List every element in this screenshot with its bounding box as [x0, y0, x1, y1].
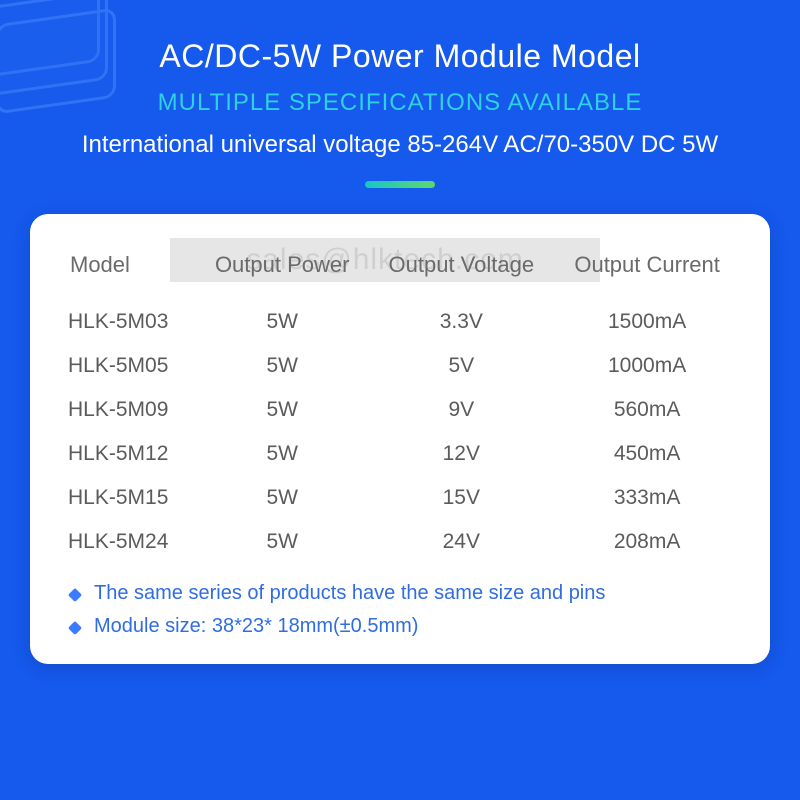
corner-decoration — [0, 0, 120, 120]
notes: The same series of products have the sam… — [60, 582, 740, 638]
cell: 15V — [368, 476, 554, 520]
cell: HLK-5M09 — [60, 388, 196, 432]
cell: 12V — [368, 432, 554, 476]
cell: 1500mA — [554, 300, 740, 344]
note-item: The same series of products have the sam… — [66, 582, 740, 605]
table-row: HLK-5M055W5V1000mA — [60, 344, 740, 388]
divider-accent — [365, 181, 435, 188]
header: AC/DC-5W Power Module Model MULTIPLE SPE… — [0, 0, 800, 188]
cell: 333mA — [554, 476, 740, 520]
cell: 24V — [368, 520, 554, 564]
cell: 3.3V — [368, 300, 554, 344]
cell: 5W — [196, 388, 368, 432]
table-row: HLK-5M035W3.3V1500mA — [60, 300, 740, 344]
page-description: International universal voltage 85-264V … — [0, 131, 800, 159]
bullet-icon — [68, 621, 82, 635]
note-text: The same series of products have the sam… — [94, 582, 605, 605]
cell: 5W — [196, 476, 368, 520]
page-subtitle: MULTIPLE SPECIFICATIONS AVAILABLE — [0, 89, 800, 117]
bullet-icon — [68, 588, 82, 602]
cell: 5W — [196, 432, 368, 476]
cell: 450mA — [554, 432, 740, 476]
cell: HLK-5M24 — [60, 520, 196, 564]
cell: 5W — [196, 344, 368, 388]
page-title: AC/DC-5W Power Module Model — [0, 38, 800, 75]
col-voltage: Output Voltage — [368, 242, 554, 300]
table-row: HLK-5M245W24V208mA — [60, 520, 740, 564]
cell: HLK-5M03 — [60, 300, 196, 344]
cell: 208mA — [554, 520, 740, 564]
note-text: Module size: 38*23* 18mm(±0.5mm) — [94, 615, 418, 638]
cell: 5V — [368, 344, 554, 388]
table-row: HLK-5M125W12V450mA — [60, 432, 740, 476]
col-current: Output Current — [554, 242, 740, 300]
table-row: HLK-5M095W9V560mA — [60, 388, 740, 432]
cell: 5W — [196, 520, 368, 564]
col-model: Model — [60, 242, 196, 300]
cell: 5W — [196, 300, 368, 344]
table-header-row: Model Output Power Output Voltage Output… — [60, 242, 740, 300]
spec-table: Model Output Power Output Voltage Output… — [60, 242, 740, 564]
cell: HLK-5M05 — [60, 344, 196, 388]
cell: HLK-5M12 — [60, 432, 196, 476]
cell: 1000mA — [554, 344, 740, 388]
cell: HLK-5M15 — [60, 476, 196, 520]
spec-card: sales@hlktech.com Model Output Power Out… — [30, 214, 770, 664]
cell: 9V — [368, 388, 554, 432]
table-row: HLK-5M155W15V333mA — [60, 476, 740, 520]
cell: 560mA — [554, 388, 740, 432]
col-power: Output Power — [196, 242, 368, 300]
note-item: Module size: 38*23* 18mm(±0.5mm) — [66, 615, 740, 638]
